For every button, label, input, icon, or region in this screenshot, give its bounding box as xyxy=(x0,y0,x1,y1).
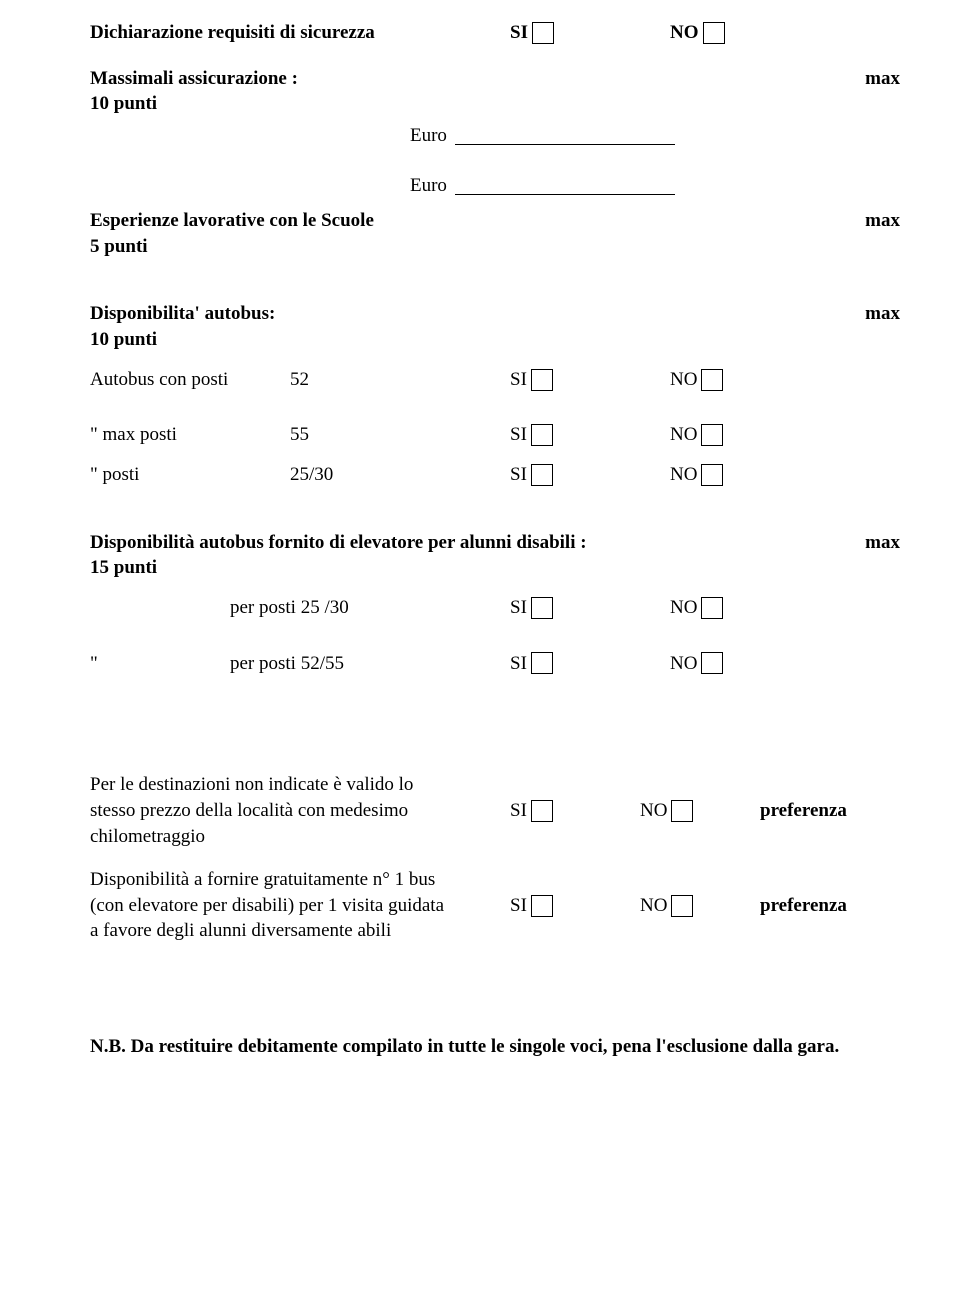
no-label: NO xyxy=(670,462,697,488)
sec7-line3: a favore degli alunni diversamente abili xyxy=(90,918,900,944)
si-label: SI xyxy=(510,595,527,621)
sec6-line1: Per le destinazioni non indicate è valid… xyxy=(90,772,900,798)
sec5-title: Disponibilità autobus fornito di elevato… xyxy=(90,530,587,556)
sec6-no-checkbox[interactable] xyxy=(671,800,693,822)
sec3-sub: 5 punti xyxy=(90,234,148,260)
p2530-prefix: " posti xyxy=(90,462,290,488)
euro-label-2: Euro xyxy=(410,173,447,199)
sec3-title: Esperienze lavorative con le Scuole xyxy=(90,208,374,234)
euro-field-2[interactable] xyxy=(455,176,675,195)
no-label: NO xyxy=(670,595,697,621)
sec6-si-checkbox[interactable] xyxy=(531,800,553,822)
p2530-si-checkbox[interactable] xyxy=(531,464,553,486)
p2530-val: 25/30 xyxy=(290,462,380,488)
max55-no-checkbox[interactable] xyxy=(701,424,723,446)
sec6-pref: preferenza xyxy=(760,798,847,824)
sec1-si-checkbox[interactable] xyxy=(532,22,554,44)
sec5-max: max xyxy=(865,530,900,556)
sec4-max: max xyxy=(865,301,900,327)
sec3-max: max xyxy=(865,208,900,234)
si-label: SI xyxy=(510,422,527,448)
no-label: NO xyxy=(670,651,697,677)
euro-field-1[interactable] xyxy=(455,126,675,145)
sec5-row2-label: per posti 52/55 xyxy=(230,651,470,677)
no-label: NO xyxy=(640,798,667,824)
max55-prefix: " max posti xyxy=(90,422,290,448)
autobus52-si-checkbox[interactable] xyxy=(531,369,553,391)
si-label: SI xyxy=(510,893,527,919)
si-label: SI xyxy=(510,651,527,677)
footer-note: N.B. Da restituire debitamente compilato… xyxy=(90,1034,900,1060)
sec4-sub: 10 punti xyxy=(90,327,157,353)
si-label: SI xyxy=(510,20,528,46)
sec5-r2-no-checkbox[interactable] xyxy=(701,652,723,674)
si-label: SI xyxy=(510,798,527,824)
p2530-no-checkbox[interactable] xyxy=(701,464,723,486)
sec5-row1-label: per posti 25 /30 xyxy=(230,595,470,621)
sec5-r1-no-checkbox[interactable] xyxy=(701,597,723,619)
sec7-line2: (con elevatore per disabili) per 1 visit… xyxy=(90,893,490,919)
no-label: NO xyxy=(640,893,667,919)
sec1-no-checkbox[interactable] xyxy=(703,22,725,44)
sec1-title: Dichiarazione requisiti di sicurezza xyxy=(90,20,470,46)
si-label: SI xyxy=(510,367,527,393)
sec6-line2: stesso prezzo della località con medesim… xyxy=(90,798,460,824)
autobus-label: Autobus con posti xyxy=(90,367,290,393)
sec2-title: Massimali assicurazione : xyxy=(90,66,298,92)
sec5-sub: 15 punti xyxy=(90,555,157,581)
sec5-r2-si-checkbox[interactable] xyxy=(531,652,553,674)
sec7-pref: preferenza xyxy=(760,893,847,919)
sec2-max: max xyxy=(865,66,900,92)
sec7-line1: Disponibilità a fornire gratuitamente n°… xyxy=(90,867,900,893)
euro-label-1: Euro xyxy=(410,123,447,149)
sec5-row2-prefix: " xyxy=(90,651,230,677)
no-label: NO xyxy=(670,422,697,448)
no-label: NO xyxy=(670,20,699,46)
sec6-line3: chilometraggio xyxy=(90,824,900,850)
max55-si-checkbox[interactable] xyxy=(531,424,553,446)
sec5-r1-si-checkbox[interactable] xyxy=(531,597,553,619)
autobus52-no-checkbox[interactable] xyxy=(701,369,723,391)
sec7-no-checkbox[interactable] xyxy=(671,895,693,917)
max55-val: 55 xyxy=(290,422,380,448)
sec2-sub: 10 punti xyxy=(90,91,157,117)
sec4-title: Disponibilita' autobus: xyxy=(90,301,275,327)
si-label: SI xyxy=(510,462,527,488)
no-label: NO xyxy=(670,367,697,393)
autobus-val: 52 xyxy=(290,367,380,393)
sec7-si-checkbox[interactable] xyxy=(531,895,553,917)
